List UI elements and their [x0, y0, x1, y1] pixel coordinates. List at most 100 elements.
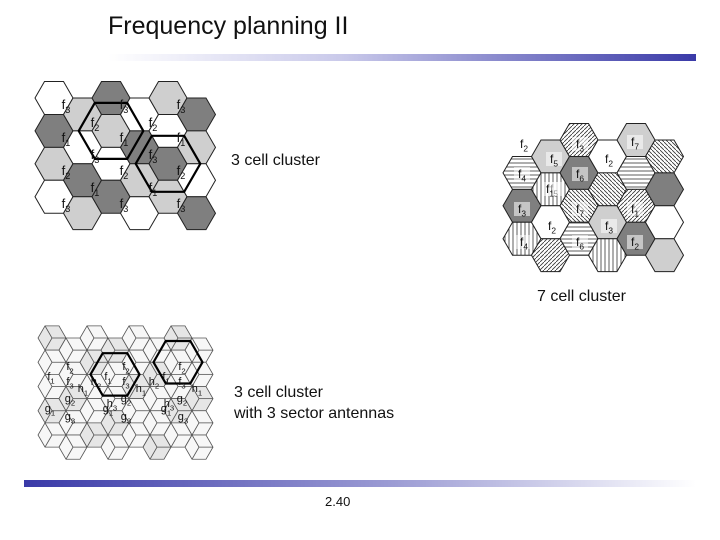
sector-divider — [86, 410, 95, 424]
sector-label-g3: g3 — [65, 411, 75, 425]
sector-label-f3: f3 — [178, 376, 185, 390]
sector-divider — [86, 349, 95, 363]
sector-label-h1: h1 — [136, 383, 146, 397]
slide-title: Frequency planning II — [108, 12, 349, 40]
sector-divider — [191, 434, 200, 448]
cell-label-f7: f7 — [576, 202, 584, 219]
cell-label-f1: f1 — [91, 180, 100, 198]
sector-divider — [65, 349, 74, 363]
sector-label-h1: h1 — [192, 383, 202, 397]
sector-divider — [191, 410, 200, 424]
sector-divider — [149, 386, 158, 399]
sector-label-g2: g2 — [177, 393, 187, 407]
sector-label-f2: f2 — [178, 361, 185, 375]
cell-hex — [176, 196, 217, 231]
sector-label-h3: h3 — [164, 398, 174, 412]
sector-divider — [65, 446, 74, 460]
sector-divider — [65, 386, 74, 399]
sector-caption-line1: 3 cell cluster — [234, 384, 323, 401]
label-bg — [601, 219, 617, 233]
sector-divider — [149, 349, 158, 363]
sector-divider — [44, 337, 53, 351]
sector-divider — [86, 422, 95, 436]
sector-divider — [107, 410, 116, 424]
sector-divider — [86, 362, 95, 375]
cell-label-f4: f4 — [518, 167, 526, 184]
sector-divider — [149, 410, 158, 424]
sector-divider — [170, 325, 179, 339]
sector-divider — [107, 362, 116, 375]
cell-label-f3: f3 — [120, 97, 129, 115]
label-bg — [627, 135, 643, 149]
sector-divider — [44, 349, 53, 363]
sector-divider — [86, 337, 95, 351]
sector-label-h1: h1 — [78, 383, 88, 397]
sector-label-f1: f1 — [47, 371, 54, 385]
label-bg — [572, 202, 588, 216]
cell-label-f3: f3 — [177, 196, 186, 214]
cell-label-f5: f5 — [550, 152, 558, 169]
cell-label-f4: f4 — [520, 235, 528, 252]
sector-label-f1: f1 — [162, 371, 169, 385]
sector-label-g3: g3 — [121, 411, 131, 425]
label-bg — [601, 152, 617, 166]
sector-divider — [44, 422, 53, 436]
sector-divider — [65, 422, 74, 436]
title-rule — [108, 54, 696, 61]
sector-divider — [170, 422, 179, 436]
sector-divider — [149, 374, 158, 387]
sector-divider — [65, 337, 74, 351]
cell-label-f2: f2 — [120, 163, 129, 181]
sector-divider — [65, 374, 74, 387]
sector-divider — [191, 374, 200, 387]
cell-label-f3: f3 — [149, 147, 158, 165]
cell-label-f1: f1 — [62, 130, 71, 148]
label-bg — [572, 235, 588, 249]
cell-label-f1: f1 — [177, 130, 186, 148]
sector-divider — [128, 422, 137, 436]
label-bg — [516, 235, 532, 249]
sector-divider — [44, 386, 53, 399]
sector-label-f2: f2 — [122, 361, 129, 375]
sector-divider — [65, 362, 74, 375]
sector-divider — [65, 398, 74, 411]
sector-divider — [191, 398, 200, 411]
sector-divider — [107, 398, 116, 411]
seven-cell-caption: 7 cell cluster — [537, 288, 626, 305]
sector-divider — [149, 422, 158, 436]
sector-divider — [107, 434, 116, 448]
cell-label-f2: f2 — [149, 115, 158, 133]
sector-label-g3: g3 — [178, 411, 188, 425]
three-cell-caption: 3 cell cluster — [231, 152, 320, 169]
sector-divider — [170, 398, 179, 411]
sector-divider — [44, 362, 53, 375]
sector-label-h3: h3 — [107, 398, 117, 412]
sector-divider — [191, 386, 200, 399]
sector-divider — [170, 410, 179, 424]
cluster-outline — [152, 339, 204, 385]
sector-divider — [128, 337, 137, 351]
sector-divider — [170, 362, 179, 375]
seven-cell-cluster-diagram: f2f3f7f5f2f4f6f5f1f3f7f1f2f3f4f6f2 — [502, 123, 685, 273]
three-cell-cluster-diagram: f3 f3 f3 f2 f2 f1 f1 f1 f3 f3 f2 f2 f2 f1 f1 f3 f3 f3 — [34, 81, 217, 231]
label-bg — [572, 167, 588, 181]
sector-divider — [44, 410, 53, 424]
cell-label-f2: f2 — [62, 163, 71, 181]
footer-rule — [24, 480, 696, 487]
label-bg — [544, 219, 560, 233]
sector-divider — [128, 325, 137, 339]
sector-label-f3: f3 — [122, 376, 129, 390]
cluster-outline — [134, 134, 202, 193]
sector-divider — [44, 374, 53, 387]
sector-divider — [86, 386, 95, 399]
sector-divider — [128, 386, 137, 399]
sector-divider — [107, 337, 116, 351]
sector-divider — [191, 422, 200, 436]
label-bg — [627, 235, 643, 249]
sector-divider — [128, 349, 137, 363]
cell-label-f6: f6 — [576, 167, 584, 184]
sector-divider — [128, 410, 137, 424]
sector-divider — [170, 386, 179, 399]
cell-label-f3: f3 — [91, 147, 100, 165]
